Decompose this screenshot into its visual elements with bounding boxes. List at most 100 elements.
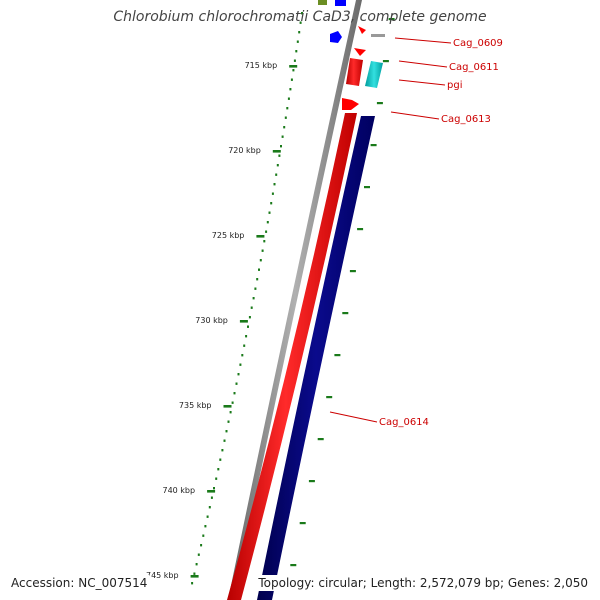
scale-dot: [248, 316, 251, 319]
feature-track: [227, 0, 385, 600]
scale-dot: [268, 211, 271, 214]
gene-label-cag-0609: Cag_0609: [453, 38, 503, 49]
accession-text: Accession: NC_007514: [9, 575, 150, 591]
minor-tick: [364, 186, 370, 189]
gene-label-cag-0611: Cag_0611: [449, 62, 499, 73]
scale-dot: [258, 268, 260, 271]
scale-dot: [299, 21, 302, 24]
scale-dot: [197, 553, 200, 556]
scale-tick: [239, 320, 248, 323]
scale-dot: [221, 449, 224, 452]
scale-dot: [256, 278, 259, 281]
scale-dot: [270, 202, 273, 205]
scale-dot: [200, 544, 203, 547]
scale-dot: [239, 363, 242, 366]
scale-dot: [204, 525, 207, 528]
scale-dot: [191, 582, 194, 585]
scale-dot: [283, 126, 286, 129]
scale-tick: [272, 150, 281, 153]
minor-tick: [376, 102, 383, 105]
minor-tick: [349, 270, 356, 273]
scale-label: 735 kbp: [179, 401, 212, 410]
scale-dot: [229, 411, 232, 414]
gene-label-cag-0614: Cag_0614: [379, 417, 429, 428]
scale-dot: [261, 249, 264, 252]
scale-dot: [271, 192, 274, 195]
cds-green-edge: [318, 0, 327, 5]
scale-dot: [280, 145, 282, 148]
cds-blue-edge: [335, 0, 346, 6]
scale-dot: [259, 259, 262, 262]
scale-dot: [243, 344, 246, 347]
scale-dot: [237, 373, 240, 376]
scale-tick: [289, 65, 298, 68]
scale-label: 725 kbp: [212, 231, 245, 240]
gene-label-pgi: pgi: [447, 80, 462, 91]
scale-dot: [292, 69, 295, 72]
scale-label: 720 kbp: [228, 146, 261, 155]
minor-tick: [299, 522, 306, 525]
scale-dot: [287, 97, 290, 100]
scale-tick: [207, 490, 216, 493]
scale-tick: [190, 575, 199, 578]
scale-dot: [276, 164, 279, 167]
scale-dot: [213, 487, 215, 490]
scale-dot: [206, 515, 209, 518]
scale-dot: [298, 31, 301, 34]
scale-dot: [235, 382, 238, 385]
scale-dot: [275, 173, 278, 176]
cds-cag0613: [342, 98, 359, 110]
feature-gray-marker: [371, 34, 385, 37]
scale-dot: [278, 154, 281, 157]
scale-dot: [284, 116, 287, 119]
cds-pgi: [365, 61, 383, 88]
scale-dot: [247, 325, 249, 328]
backbone-track: [228, 0, 362, 600]
scale-dot: [266, 221, 269, 224]
scale-dot: [215, 477, 218, 480]
scale-label: 730 kbp: [195, 316, 228, 325]
scale-dot: [296, 40, 299, 43]
scale-label: 740 kbp: [162, 486, 195, 495]
scale-dot: [273, 183, 276, 186]
minor-tick: [317, 438, 324, 441]
cds-cag0609-arrow: [354, 48, 366, 56]
gene-label-cag-0613: Cag_0613: [441, 114, 491, 125]
scale-dot: [217, 468, 220, 471]
minor-tick: [357, 228, 364, 231]
leader-line: [398, 79, 446, 86]
scale-tick: [223, 405, 232, 408]
scale-dot: [252, 297, 255, 300]
cds-forward-cag0614: [227, 113, 357, 600]
minor-tick: [326, 396, 333, 399]
scale-dot: [281, 135, 284, 138]
scale-dot: [210, 496, 213, 499]
minor-tick: [334, 354, 341, 357]
scale-dot: [233, 392, 236, 395]
cds-blue-top: [330, 31, 342, 43]
scale-dot: [231, 401, 234, 404]
scale-dot: [223, 439, 226, 442]
scale-dot: [265, 230, 268, 233]
scale-dot: [225, 430, 228, 433]
scale-dot: [295, 50, 298, 53]
leader-line: [398, 60, 448, 68]
scale-label: 745 kbp: [146, 571, 179, 580]
minor-tick: [342, 312, 349, 315]
scale-dot: [301, 12, 303, 15]
leader-line: [329, 411, 378, 423]
cds-reverse-cag0614: [257, 116, 375, 600]
backbone-ring: [228, 0, 362, 600]
map-title: Chlorobium chlorochromatii CaD3, complet…: [113, 9, 487, 25]
scale-dot: [263, 240, 266, 243]
minor-tick: [308, 480, 315, 483]
scale-tick: [256, 235, 265, 238]
scale-dot: [193, 572, 196, 575]
scale-dot: [254, 287, 257, 290]
scale-dot: [286, 107, 289, 110]
minor-tick: [290, 564, 297, 567]
minor-tick: [388, 18, 395, 21]
scale-dot: [289, 88, 292, 91]
scale-dot: [241, 354, 244, 357]
